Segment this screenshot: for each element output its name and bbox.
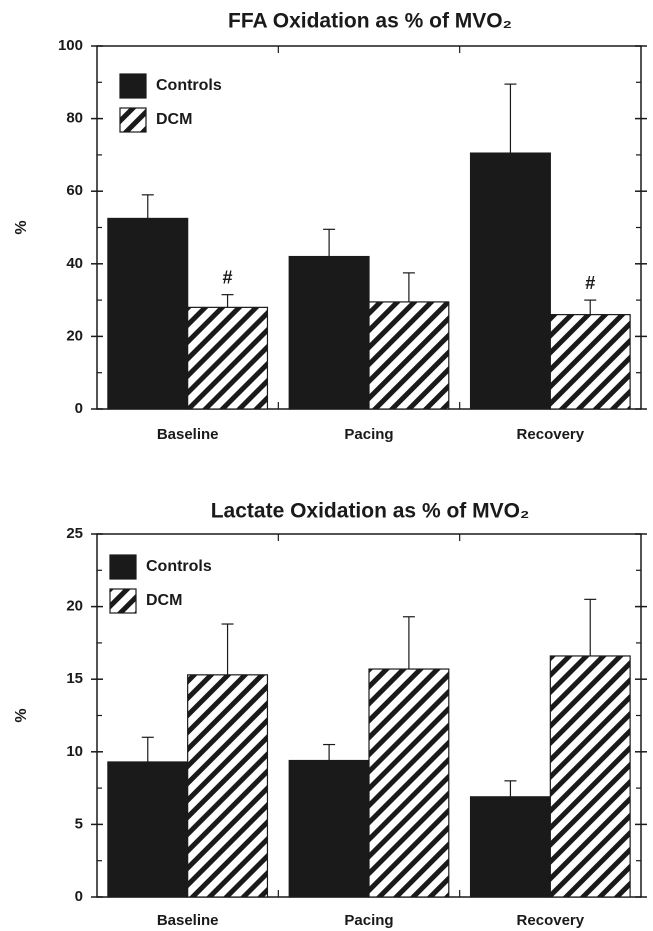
bar xyxy=(107,217,189,410)
y-tick-label: 10 xyxy=(66,743,83,760)
bar xyxy=(288,759,370,898)
y-tick-label: 0 xyxy=(75,400,83,417)
y-tick-label: 20 xyxy=(66,327,83,344)
legend-label: DCM xyxy=(146,592,182,609)
x-tick-label: Baseline xyxy=(157,912,219,929)
y-tick-label: 25 xyxy=(66,525,83,542)
chart-title: Lactate Oxidation as % of MVO₂ xyxy=(211,500,530,523)
y-tick-label: 20 xyxy=(66,598,83,615)
y-axis-label: % xyxy=(13,220,30,234)
bar xyxy=(288,255,370,410)
legend-label: Controls xyxy=(146,558,212,575)
legend-swatch xyxy=(109,554,137,580)
bar xyxy=(107,761,189,898)
bar xyxy=(469,796,551,898)
legend-swatch xyxy=(119,107,147,133)
y-axis-label: % xyxy=(13,708,30,722)
bar xyxy=(187,674,269,898)
bar xyxy=(187,306,269,410)
y-tick-label: 40 xyxy=(66,255,83,272)
y-tick-label: 15 xyxy=(66,670,83,687)
legend-swatch xyxy=(119,73,147,99)
bar xyxy=(549,655,631,898)
chart-title: FFA Oxidation as % of MVO₂ xyxy=(228,10,512,33)
annotation: # xyxy=(585,273,595,293)
x-tick-label: Pacing xyxy=(344,426,393,443)
legend-swatch xyxy=(109,588,137,614)
bar xyxy=(549,314,631,410)
y-tick-label: 60 xyxy=(66,182,83,199)
y-tick-label: 80 xyxy=(66,110,83,127)
legend-label: Controls xyxy=(156,77,222,94)
x-tick-label: Recovery xyxy=(517,426,585,443)
y-tick-label: 100 xyxy=(58,37,83,54)
x-tick-label: Baseline xyxy=(157,426,219,443)
bar xyxy=(368,301,450,410)
x-tick-label: Pacing xyxy=(344,912,393,929)
bar xyxy=(368,668,450,898)
x-tick-label: Recovery xyxy=(517,912,585,929)
y-tick-label: 0 xyxy=(75,888,83,905)
legend-label: DCM xyxy=(156,111,192,128)
bar xyxy=(469,152,551,410)
annotation: # xyxy=(223,267,233,287)
y-tick-label: 5 xyxy=(75,815,83,832)
